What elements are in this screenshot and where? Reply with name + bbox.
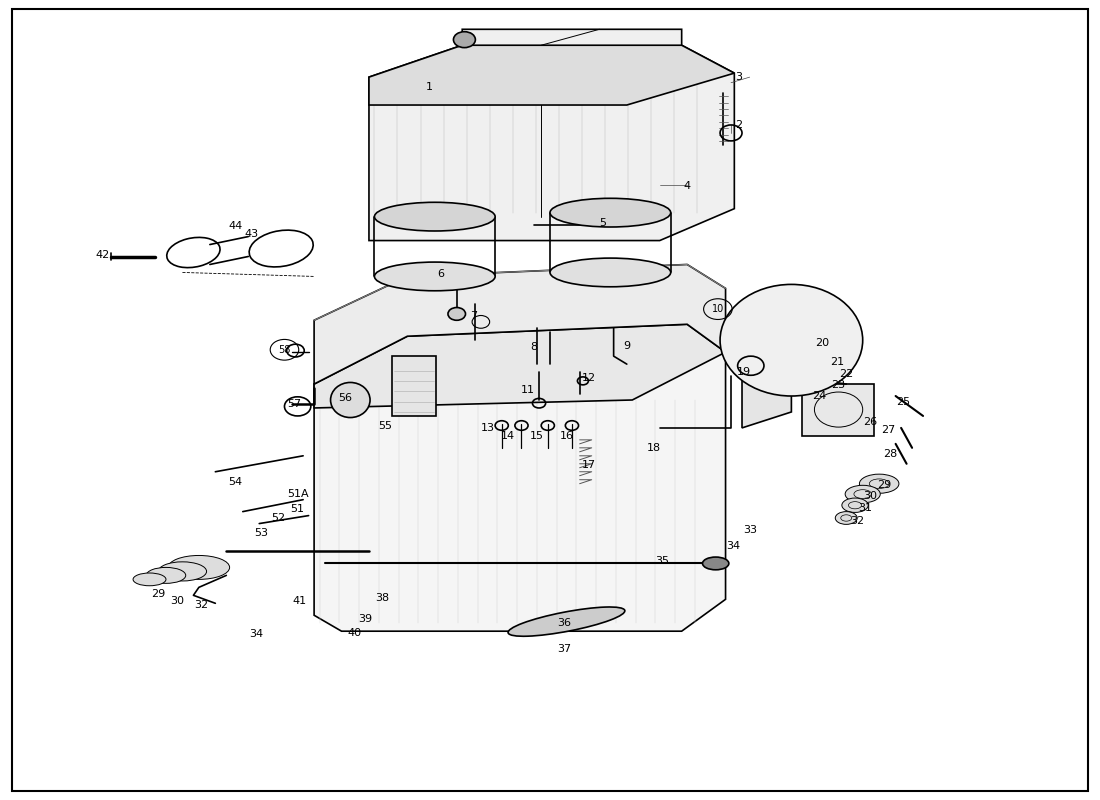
- Text: 31: 31: [858, 503, 872, 514]
- Text: 41: 41: [293, 596, 307, 606]
- Ellipse shape: [146, 567, 186, 583]
- Text: 51: 51: [290, 504, 305, 514]
- Bar: [802, 384, 873, 436]
- Ellipse shape: [845, 486, 880, 503]
- Text: 42: 42: [96, 250, 110, 260]
- Ellipse shape: [703, 557, 729, 570]
- Text: 3: 3: [735, 72, 743, 82]
- Text: 23: 23: [832, 380, 846, 390]
- Text: 30: 30: [864, 491, 878, 502]
- Text: 29: 29: [878, 480, 892, 490]
- Text: 1: 1: [426, 82, 432, 93]
- Text: 19: 19: [737, 367, 751, 377]
- Text: 44: 44: [228, 222, 242, 231]
- Text: 52: 52: [271, 513, 285, 523]
- Text: 16: 16: [560, 431, 573, 441]
- Text: 30: 30: [169, 596, 184, 606]
- Text: 22: 22: [839, 369, 854, 378]
- Text: 8: 8: [530, 342, 537, 351]
- Text: 26: 26: [864, 418, 878, 427]
- Text: 55: 55: [378, 421, 393, 430]
- Text: 53: 53: [254, 528, 268, 538]
- Text: 6: 6: [437, 269, 443, 279]
- Polygon shape: [368, 30, 735, 241]
- Text: 57: 57: [287, 399, 301, 409]
- Ellipse shape: [835, 512, 857, 524]
- Text: 2: 2: [735, 120, 743, 130]
- Text: 9: 9: [624, 341, 630, 350]
- Text: 17: 17: [581, 460, 595, 470]
- Text: 7: 7: [470, 311, 476, 322]
- Text: 10: 10: [712, 304, 724, 314]
- Ellipse shape: [168, 555, 230, 579]
- Text: 38: 38: [375, 593, 389, 602]
- Polygon shape: [742, 308, 791, 428]
- Text: 11: 11: [521, 386, 535, 395]
- Circle shape: [448, 307, 465, 320]
- Text: 33: 33: [742, 525, 757, 535]
- Ellipse shape: [158, 562, 207, 581]
- Text: 32: 32: [850, 516, 865, 526]
- Text: 5: 5: [600, 218, 606, 228]
- Circle shape: [453, 32, 475, 48]
- Polygon shape: [315, 324, 726, 408]
- Text: 34: 34: [726, 541, 740, 551]
- Text: 28: 28: [883, 450, 898, 459]
- Text: 32: 32: [194, 600, 208, 610]
- Text: 43: 43: [244, 229, 258, 239]
- Text: 24: 24: [812, 391, 826, 401]
- Ellipse shape: [508, 607, 625, 636]
- Text: 25: 25: [896, 397, 911, 406]
- Ellipse shape: [374, 262, 495, 290]
- Text: 14: 14: [502, 431, 516, 441]
- Ellipse shape: [859, 474, 899, 494]
- Text: 37: 37: [558, 644, 571, 654]
- Text: 12: 12: [581, 373, 595, 382]
- Ellipse shape: [842, 498, 868, 513]
- Text: 15: 15: [530, 431, 543, 441]
- Text: 21: 21: [830, 357, 845, 366]
- Text: 20: 20: [815, 338, 829, 347]
- Text: 58: 58: [278, 345, 290, 354]
- Text: 13: 13: [481, 423, 495, 433]
- Text: 35: 35: [654, 556, 669, 566]
- Text: 4: 4: [683, 182, 691, 191]
- Ellipse shape: [720, 285, 862, 396]
- Ellipse shape: [374, 202, 495, 231]
- Text: 40: 40: [348, 628, 362, 638]
- Polygon shape: [315, 324, 726, 631]
- Ellipse shape: [550, 258, 671, 286]
- Text: 39: 39: [359, 614, 373, 624]
- Text: 56: 56: [338, 394, 352, 403]
- Text: 34: 34: [249, 629, 263, 638]
- Ellipse shape: [550, 198, 671, 227]
- Polygon shape: [315, 265, 726, 384]
- Ellipse shape: [331, 382, 370, 418]
- Text: 29: 29: [151, 589, 165, 598]
- Bar: [392, 356, 436, 416]
- Text: 27: 27: [881, 426, 895, 435]
- Text: 36: 36: [558, 618, 571, 628]
- Ellipse shape: [133, 573, 166, 586]
- Text: 18: 18: [647, 443, 661, 453]
- Text: 54: 54: [228, 477, 242, 487]
- Text: 51A: 51A: [287, 489, 308, 499]
- Polygon shape: [368, 46, 735, 105]
